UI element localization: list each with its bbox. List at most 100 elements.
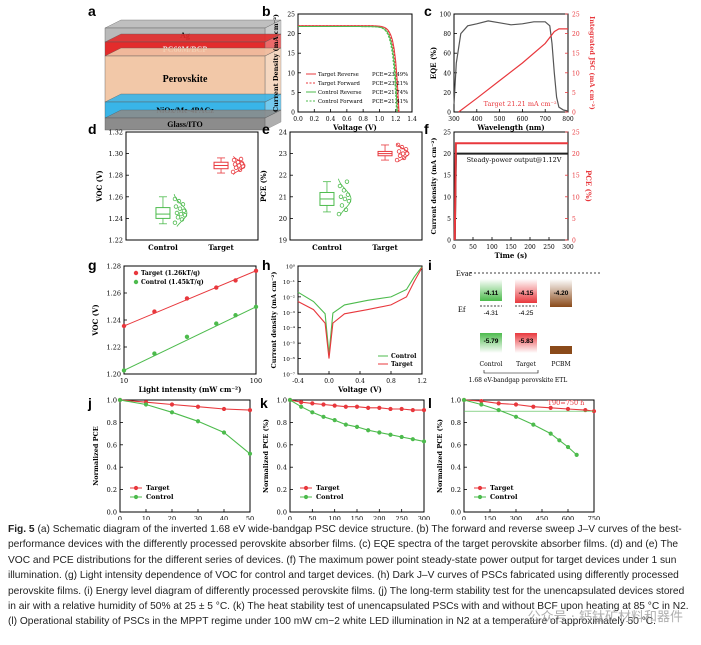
- y-tick-label-j-4: 0.8: [107, 419, 117, 427]
- stability-point-l-1-3: [513, 414, 519, 419]
- y-tick-label-l-1: 0.2: [451, 486, 461, 494]
- x-tick-label-c-2: 500: [494, 116, 506, 123]
- y-tick-label-k-0: 0.0: [277, 509, 287, 517]
- cb-band-0: [480, 279, 502, 301]
- data-point-d-0-8: [173, 204, 179, 209]
- panel-label-f: f: [424, 121, 429, 137]
- stability-point-k-1-5: [343, 422, 348, 427]
- stability-point-k-0-6: [354, 404, 360, 409]
- legend-marker-l-1: [477, 494, 483, 500]
- data-point-d-0-1: [179, 217, 185, 222]
- stability-point-j-1-1: [143, 402, 149, 407]
- panel-label-c: c: [424, 3, 432, 19]
- y-tick-label-c-5: 100: [440, 12, 452, 19]
- plot-frame-c: [453, 13, 569, 113]
- data-point-d-0-5: [174, 210, 180, 216]
- y-tick-label-b-2: 10: [287, 70, 295, 77]
- legend-label-b-3: Control Forward: [318, 99, 363, 105]
- fit-line-g-1: [123, 306, 257, 371]
- x-tick-label-l-1: 150: [484, 515, 496, 520]
- y-tick-label-j-5: 1.0: [107, 397, 117, 405]
- y2-tick-label-f-0: 0: [572, 238, 576, 245]
- stability-curve-j-1: [119, 399, 251, 455]
- point-g-0-3: [214, 285, 219, 290]
- y-tick-label-e-5: 24: [279, 129, 287, 137]
- y-tick-label-e-0: 19: [279, 237, 287, 245]
- y-tick-label-g-2: 1.24: [107, 317, 121, 325]
- y-tick-label-k-5: 1.0: [277, 397, 287, 405]
- x-axis-label-c: Wavelength (nm): [476, 123, 544, 132]
- point-g-0-5: [253, 268, 259, 273]
- y-axis-label-f: Current density (mA cm⁻²): [430, 138, 438, 235]
- x-tick-label-b-0: 0.0: [293, 116, 303, 123]
- stability-point-k-0-12: [421, 407, 427, 413]
- y-tick-label-d-5: 1.32: [109, 129, 123, 137]
- y-tick-label-e-1: 20: [279, 215, 287, 223]
- legend-label-h-1: Target: [391, 361, 413, 368]
- layer-top-1: [104, 33, 282, 43]
- data-point-d-1-9: [238, 156, 244, 162]
- x-tick-label-b-4: 0.8: [358, 116, 368, 123]
- plot-frame-b: [297, 13, 413, 113]
- y-tick-label-h-5: 10⁻²: [283, 294, 295, 301]
- x-tick-label-c-4: 700: [539, 116, 551, 123]
- data-point-e-0-8: [337, 183, 343, 189]
- y-tick-label-c-3: 60: [443, 51, 451, 58]
- integrated-jsc-curve: [458, 28, 568, 113]
- figure-canvas: aAgPC60M/BCPPerovskiteNiOx/Me-4PACzGlass…: [87, 3, 600, 520]
- stability-point-l-0-5: [548, 405, 553, 410]
- x-tick-label-b-7: 1.4: [407, 116, 417, 123]
- y-tick-label-d-3: 1.28: [109, 172, 123, 180]
- watermark-text: 公众号 · 钙钛矿材料和器件: [527, 610, 683, 625]
- y-tick-label-l-5: 1.0: [451, 397, 461, 405]
- y-tick-label-j-0: 0.0: [107, 509, 117, 517]
- stability-point-k-0-9: [388, 406, 393, 412]
- layer-label-4: Glass/ITO: [167, 120, 202, 129]
- legend-label-g-0: Target (1.26kT/q): [141, 270, 200, 277]
- energy-label-bracket: 1.68 eV-bandgap perovskite: [469, 377, 554, 384]
- y-axis-label-d: VOC (V): [95, 170, 104, 202]
- stability-point-k-1-0: [287, 397, 293, 403]
- stability-point-k-1-8: [377, 430, 382, 435]
- y2-tick-label-f-2: 10: [572, 194, 580, 201]
- stability-curve-j-0: [119, 399, 251, 411]
- point-g-1-4: [233, 313, 238, 318]
- caption-fig-label: Fig. 5: [8, 524, 35, 535]
- point-g-1-1: [152, 351, 157, 356]
- y-tick-label-e-2: 21: [279, 193, 287, 201]
- panel-label-h: h: [262, 257, 271, 273]
- cb-value-0: -4.11: [484, 290, 499, 297]
- point-g-0-0: [121, 323, 127, 329]
- legend-marker-k-0: [303, 485, 309, 491]
- stability-point-k-0-4: [332, 403, 337, 408]
- stability-point-l-0-1: [479, 399, 484, 404]
- panel-label-i: i: [428, 257, 432, 273]
- data-point-e-1-5: [396, 149, 402, 154]
- y2-tick-label-c-3: 15: [572, 51, 580, 58]
- panel-label-e: e: [262, 121, 270, 137]
- stability-point-k-0-1: [299, 400, 304, 405]
- y-tick-label-f-4: 20: [443, 151, 451, 158]
- stability-point-j-1-5: [247, 451, 253, 456]
- y-tick-label-g-0: 1.20: [107, 371, 121, 379]
- x-tick-label-b-6: 1.2: [391, 116, 401, 123]
- stability-point-l-0-6: [565, 406, 571, 412]
- y-tick-label-l-4: 0.8: [451, 419, 461, 427]
- stability-point-k-0-5: [343, 404, 348, 409]
- layer-top-0: [104, 19, 282, 29]
- figure-caption: Fig. 5 (a) Schematic diagram of the inve…: [8, 522, 694, 630]
- bracket-line: [483, 370, 539, 374]
- plot-frame-e: [289, 131, 423, 241]
- stability-point-k-0-3: [321, 402, 326, 407]
- data-point-e-1-0: [394, 157, 400, 163]
- x-tick-label-j-1: 10: [142, 515, 150, 520]
- steady-line-1: [453, 142, 568, 241]
- stability-point-l-1-7: [565, 444, 571, 450]
- x-tick-label-f-2: 100: [486, 244, 498, 251]
- y-tick-label-h-4: 10⁻³: [283, 310, 295, 317]
- legend-pce-b-1: PCE=23.21%: [372, 81, 408, 87]
- x-tick-label-j-5: 50: [246, 515, 254, 520]
- y-tick-label-k-4: 0.8: [277, 419, 287, 427]
- point-g-1-0: [121, 368, 127, 373]
- y-tick-label-l-2: 0.4: [451, 464, 461, 472]
